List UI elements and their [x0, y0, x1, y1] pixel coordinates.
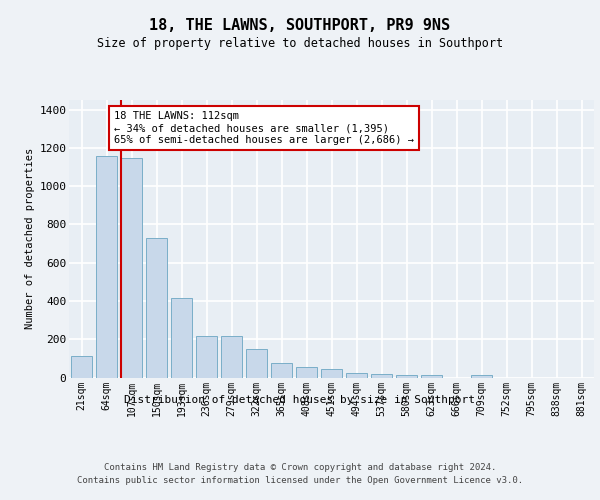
Bar	[421, 374, 442, 378]
Bar	[171, 298, 192, 378]
Text: Distribution of detached houses by size in Southport: Distribution of detached houses by size …	[125, 395, 476, 405]
Bar	[246, 349, 267, 378]
Bar	[71, 356, 92, 378]
Text: Contains HM Land Registry data © Crown copyright and database right 2024.: Contains HM Land Registry data © Crown c…	[104, 462, 496, 471]
Bar	[471, 374, 492, 378]
Bar	[196, 336, 217, 378]
Text: 18 THE LAWNS: 112sqm
← 34% of detached houses are smaller (1,395)
65% of semi-de: 18 THE LAWNS: 112sqm ← 34% of detached h…	[114, 112, 414, 144]
Bar	[396, 374, 417, 378]
Text: Size of property relative to detached houses in Southport: Size of property relative to detached ho…	[97, 38, 503, 51]
Text: 18, THE LAWNS, SOUTHPORT, PR9 9NS: 18, THE LAWNS, SOUTHPORT, PR9 9NS	[149, 18, 451, 32]
Bar	[346, 372, 367, 378]
Bar	[371, 374, 392, 378]
Bar	[121, 158, 142, 378]
Bar	[221, 336, 242, 378]
Bar	[296, 367, 317, 378]
Bar	[146, 238, 167, 378]
Bar	[96, 156, 117, 378]
Bar	[271, 363, 292, 378]
Bar	[321, 370, 342, 378]
Y-axis label: Number of detached properties: Number of detached properties	[25, 148, 35, 330]
Text: Contains public sector information licensed under the Open Government Licence v3: Contains public sector information licen…	[77, 476, 523, 485]
